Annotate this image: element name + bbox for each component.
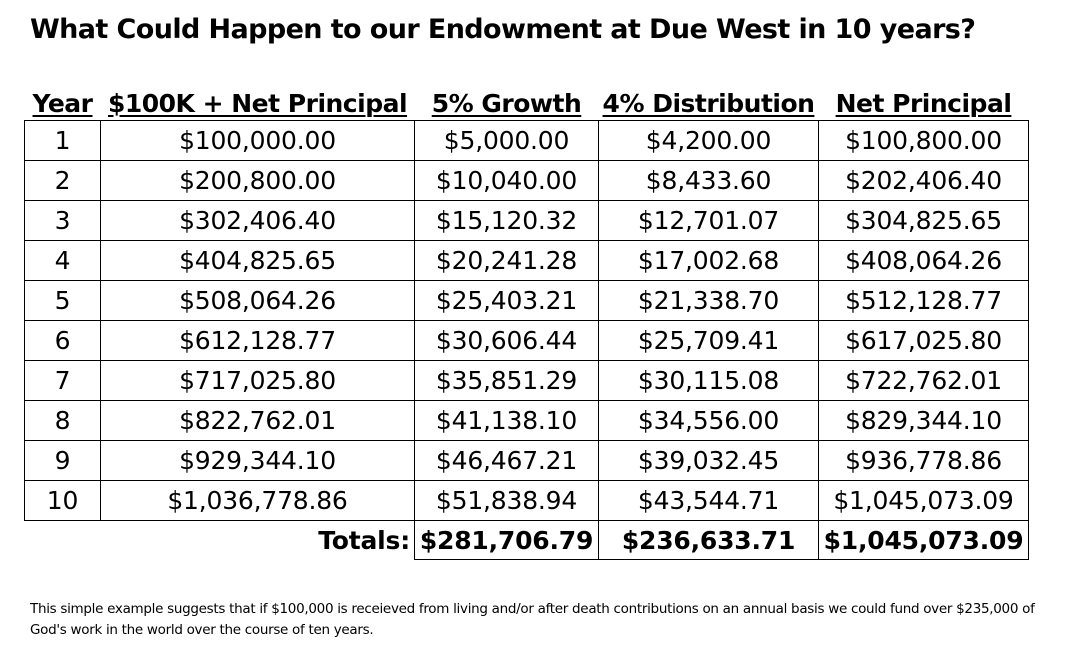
cell-year: 7 [24, 360, 101, 401]
cell-principal: $200,800.00 [100, 160, 415, 201]
cell-growth: $30,606.44 [414, 320, 599, 361]
cell-growth: $25,403.21 [414, 280, 599, 321]
table-row: 6 $612,128.77 $30,606.44 $25,709.41 $617,025… [24, 320, 1029, 361]
table-body: 1 $100,000.00 $5,000.00 $4,200.00 $100,800.0… [24, 120, 1029, 521]
cell-principal: $612,128.77 [100, 320, 415, 361]
cell-principal: $404,825.65 [100, 240, 415, 281]
table-row: 9 $929,344.10 $46,467.21 $39,032.45 $936,778… [24, 440, 1029, 481]
cell-growth: $51,838.94 [414, 480, 599, 521]
total-net-principal: $1,045,073.09 [818, 520, 1029, 560]
cell-principal: $100,000.00 [100, 120, 415, 161]
cell-distribution: $8,433.60 [598, 160, 819, 201]
table-header-row: Year $100K + Net Principal 5% Growth 4% … [25, 82, 1029, 121]
cell-year: 2 [24, 160, 101, 201]
total-distribution: $236,633.71 [598, 520, 819, 560]
cell-distribution: $12,701.07 [598, 200, 819, 241]
cell-growth: $35,851.29 [414, 360, 599, 401]
cell-net-principal: $100,800.00 [818, 120, 1029, 161]
cell-distribution: $30,115.08 [598, 360, 819, 401]
cell-year: 8 [24, 400, 101, 441]
endowment-table: Year $100K + Net Principal 5% Growth 4% … [24, 82, 1029, 560]
totals-label: Totals: [318, 525, 410, 555]
cell-growth: $46,467.21 [414, 440, 599, 481]
table-row: 4 $404,825.65 $20,241.28 $17,002.68 $408,064… [24, 240, 1029, 281]
cell-net-principal: $304,825.65 [818, 200, 1029, 241]
table-row: 7 $717,025.80 $35,851.29 $30,115.08 $722,762… [24, 360, 1029, 401]
header-growth: 5% Growth [431, 89, 582, 118]
table-row: 1 $100,000.00 $5,000.00 $4,200.00 $100,800.0… [24, 120, 1029, 161]
cell-growth: $5,000.00 [414, 120, 599, 161]
table-row: 3 $302,406.40 $15,120.32 $12,701.07 $304,825… [24, 200, 1029, 241]
cell-year: 4 [24, 240, 101, 281]
cell-year: 6 [24, 320, 101, 361]
cell-net-principal: $722,762.01 [818, 360, 1029, 401]
page-title: What Could Happen to our Endowment at Du… [30, 14, 976, 45]
cell-growth: $10,040.00 [414, 160, 599, 201]
cell-year: 9 [24, 440, 101, 481]
cell-net-principal: $829,344.10 [818, 400, 1029, 441]
totals-spacer [25, 521, 101, 560]
cell-growth: $20,241.28 [414, 240, 599, 281]
cell-year: 1 [24, 120, 101, 161]
cell-net-principal: $617,025.80 [818, 320, 1029, 361]
cell-growth: $41,138.10 [414, 400, 599, 441]
cell-growth: $15,120.32 [414, 200, 599, 241]
table-row: 5 $508,064.26 $25,403.21 $21,338.70 $512,128… [24, 280, 1029, 321]
header-distribution: 4% Distribution [602, 89, 815, 118]
table-row: 8 $822,762.01 $41,138.10 $34,556.00 $829,344… [24, 400, 1029, 441]
cell-net-principal: $202,406.40 [818, 160, 1029, 201]
cell-net-principal: $408,064.26 [818, 240, 1029, 281]
cell-principal: $929,344.10 [100, 440, 415, 481]
cell-principal: $1,036,778.86 [100, 480, 415, 521]
cell-distribution: $4,200.00 [598, 120, 819, 161]
header-net-principal: Net Principal [835, 89, 1012, 118]
cell-principal: $302,406.40 [100, 200, 415, 241]
header-year: Year [32, 89, 93, 118]
cell-distribution: $34,556.00 [598, 400, 819, 441]
cell-distribution: $21,338.70 [598, 280, 819, 321]
cell-year: 3 [24, 200, 101, 241]
table-row: 2 $200,800.00 $10,040.00 $8,433.60 $202,406.… [24, 160, 1029, 201]
cell-net-principal: $1,045,073.09 [818, 480, 1029, 521]
cell-distribution: $17,002.68 [598, 240, 819, 281]
cell-year: 5 [24, 280, 101, 321]
cell-year: 10 [24, 480, 101, 521]
header-principal: $100K + Net Principal [107, 89, 408, 118]
cell-distribution: $25,709.41 [598, 320, 819, 361]
cell-net-principal: $936,778.86 [818, 440, 1029, 481]
cell-distribution: $43,544.71 [598, 480, 819, 521]
cell-net-principal: $512,128.77 [818, 280, 1029, 321]
cell-distribution: $39,032.45 [598, 440, 819, 481]
totals-row: Totals: $281,706.79 $236,633.71 $1,045,0… [25, 520, 1029, 560]
total-growth: $281,706.79 [414, 520, 599, 560]
cell-principal: $508,064.26 [100, 280, 415, 321]
footnote: This simple example suggests that if $10… [30, 601, 1035, 638]
cell-principal: $822,762.01 [100, 400, 415, 441]
cell-principal: $717,025.80 [100, 360, 415, 401]
table-row: 10 $1,036,778.86 $51,838.94 $43,544.71 $1,04… [24, 480, 1029, 521]
